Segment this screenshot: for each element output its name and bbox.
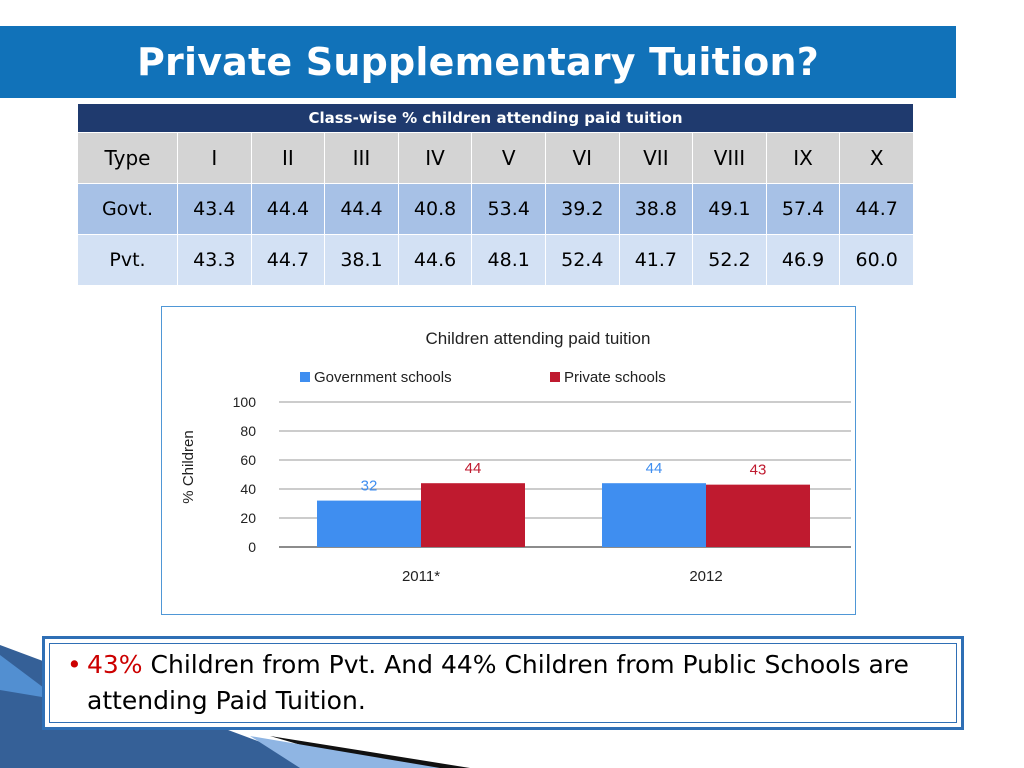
note-inner-border [49,643,957,723]
data-label: 43 [750,462,767,479]
table-cell: 44.7 [250,234,326,286]
note-body: Children from Pvt. And 44% Children from… [87,650,909,715]
tuition-table: Class-wise % children attending paid tui… [77,103,914,286]
y-tick-label: 100 [233,394,257,410]
y-tick-label: 40 [240,481,256,497]
table-cell: 39.2 [544,183,620,235]
legend-label: Private schools [564,369,666,386]
header-cell: VIII [692,132,767,184]
table-cell: 46.9 [765,234,841,286]
chart-title: Children attending paid tuition [426,329,651,348]
data-label: 32 [361,478,378,495]
header-cell: IX [765,132,841,184]
table-cell: 49.1 [692,183,767,235]
header-cell: IV [397,132,473,184]
table-cell: 52.4 [544,234,620,286]
header-cell-type: Type [77,132,178,184]
table-caption-row: Class-wise % children attending paid tui… [77,103,914,133]
row-label: Govt. [77,183,178,235]
table-cell: 44.4 [250,183,326,235]
bar [317,500,421,547]
table-cell: 44.4 [324,183,399,235]
table-cell: 48.1 [471,234,546,286]
y-axis-label: % Children [180,430,197,503]
note-box: • 43% Children from Pvt. And 44% Childre… [42,636,964,730]
table-cell: 57.4 [765,183,841,235]
bar [421,483,525,547]
data-label: 44 [465,460,482,477]
table-cell: 60.0 [839,234,914,286]
table-row-govt: Govt. 43.4 44.4 44.4 40.8 53.4 39.2 38.8… [77,183,914,235]
chart-frame: Children attending paid tuition Governme… [161,306,856,615]
bullet-icon: • [67,650,82,679]
note-highlight: 43% [87,650,143,679]
table-cell: 41.7 [618,234,694,286]
chart-bars: 32 44 2011* 44 43 2012 [317,460,810,585]
chart-legend: Government schools Private schools [300,369,666,386]
title-banner: Private Supplementary Tuition? [0,26,956,98]
header-cell: VI [544,132,620,184]
y-tick-label: 0 [248,539,256,555]
header-cell: I [177,132,252,184]
note-text: • 43% Children from Pvt. And 44% Childre… [57,647,941,719]
header-cell: III [324,132,399,184]
row-label: Pvt. [77,234,178,286]
table-header-row: Type I II III IV V VI VII VIII IX X [77,132,914,184]
table-cell: 53.4 [471,183,546,235]
legend-swatch [550,372,560,382]
table-cell: 40.8 [397,183,473,235]
y-tick-label: 20 [240,510,256,526]
table-cell: 52.2 [692,234,767,286]
y-tick-label: 60 [240,452,256,468]
y-tick-label: 80 [240,423,256,439]
bar [706,484,810,547]
table-cell: 43.3 [177,234,252,286]
header-cell: II [250,132,326,184]
table-caption: Class-wise % children attending paid tui… [77,103,914,133]
bar [602,483,706,547]
table-cell: 38.1 [324,234,399,286]
table-row-pvt: Pvt. 43.3 44.7 38.1 44.6 48.1 52.4 41.7 … [77,234,914,286]
header-cell: X [839,132,914,184]
legend-label: Government schools [314,369,452,386]
table-cell: 43.4 [177,183,252,235]
x-tick-label: 2012 [689,568,722,585]
table-cell: 44.6 [397,234,473,286]
legend-swatch [300,372,310,382]
data-label: 44 [646,460,663,477]
table-cell: 44.7 [839,183,914,235]
x-tick-label: 2011* [402,568,440,585]
slide-title: Private Supplementary Tuition? [136,40,819,84]
header-cell: V [471,132,546,184]
table-cell: 38.8 [618,183,694,235]
header-cell: VII [618,132,694,184]
bar-chart: Children attending paid tuition Governme… [180,329,851,585]
